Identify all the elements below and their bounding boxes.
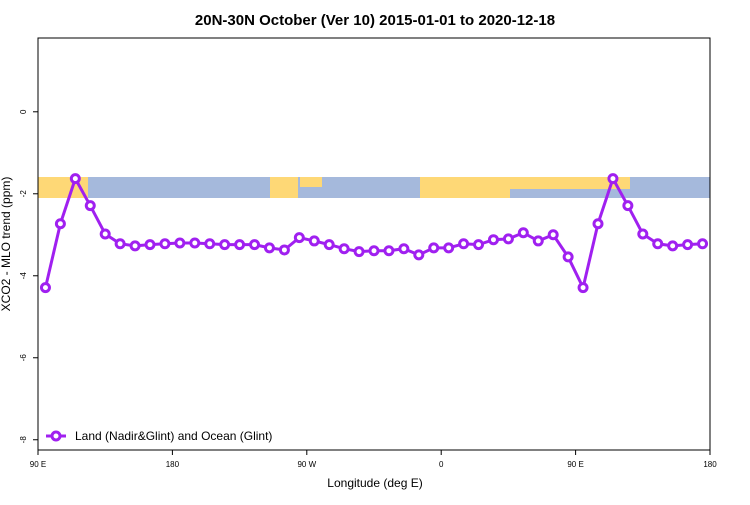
data-point [204, 238, 216, 250]
data-point [39, 282, 51, 294]
x-tick-label: 90 E [30, 460, 46, 469]
data-point [129, 240, 141, 252]
data-point [607, 173, 619, 185]
data-point [234, 239, 246, 251]
data-point [219, 239, 231, 251]
data-point [383, 245, 395, 257]
x-tick-label: 180 [703, 460, 717, 469]
data-point [368, 245, 380, 257]
data-point [69, 173, 81, 185]
data-point [114, 238, 126, 250]
data-point [517, 227, 529, 239]
data-point [443, 242, 455, 254]
data-point [428, 242, 440, 254]
x-tick-label: 180 [166, 460, 180, 469]
data-point [637, 228, 649, 240]
data-point [487, 234, 499, 246]
data-point [338, 243, 350, 255]
data-point [547, 229, 559, 241]
data-point [278, 244, 290, 256]
data-point [84, 200, 96, 212]
data-point [293, 232, 305, 244]
data-point [577, 282, 589, 294]
data-point [667, 240, 679, 252]
data-point [682, 239, 694, 251]
y-tick-label: -4 [19, 272, 28, 280]
data-point [502, 233, 514, 245]
plot-frame [37, 37, 711, 451]
map-strip [38, 177, 710, 198]
data-point [697, 238, 709, 250]
y-axis-label: XCO2 - MLO trend (ppm) [0, 177, 13, 312]
data-point [622, 200, 634, 212]
data-point [263, 242, 275, 254]
legend-label: Land (Nadir&Glint) and Ocean (Glint) [75, 429, 272, 443]
y-tick-label: 0 [19, 109, 28, 114]
data-point [592, 218, 604, 230]
data-point [458, 238, 470, 250]
x-tick-label: 90 W [297, 460, 316, 469]
data-point [144, 239, 156, 251]
x-axis-label: Longitude (deg E) [327, 476, 422, 490]
y-tick-label: -8 [19, 436, 28, 444]
data-point [473, 239, 485, 251]
data-point [189, 237, 201, 249]
x-tick-label: 90 E [567, 460, 583, 469]
data-point [159, 238, 171, 250]
data-point [54, 218, 66, 230]
data-point [174, 237, 186, 249]
data-point [323, 239, 335, 251]
data-point [99, 228, 111, 240]
data-point [562, 251, 574, 263]
data-point [308, 235, 320, 247]
y-tick-label: -2 [19, 190, 28, 198]
chart-title: 20N-30N October (Ver 10) 2015-01-01 to 2… [195, 12, 555, 29]
data-point [532, 235, 544, 247]
data-point [413, 249, 425, 261]
x-tick-label: 0 [439, 460, 444, 469]
legend-marker [50, 430, 62, 442]
y-tick-label: -6 [19, 354, 28, 362]
data-point [398, 243, 410, 255]
data-point [652, 238, 664, 250]
data-point [353, 246, 365, 258]
data-point [249, 239, 261, 251]
